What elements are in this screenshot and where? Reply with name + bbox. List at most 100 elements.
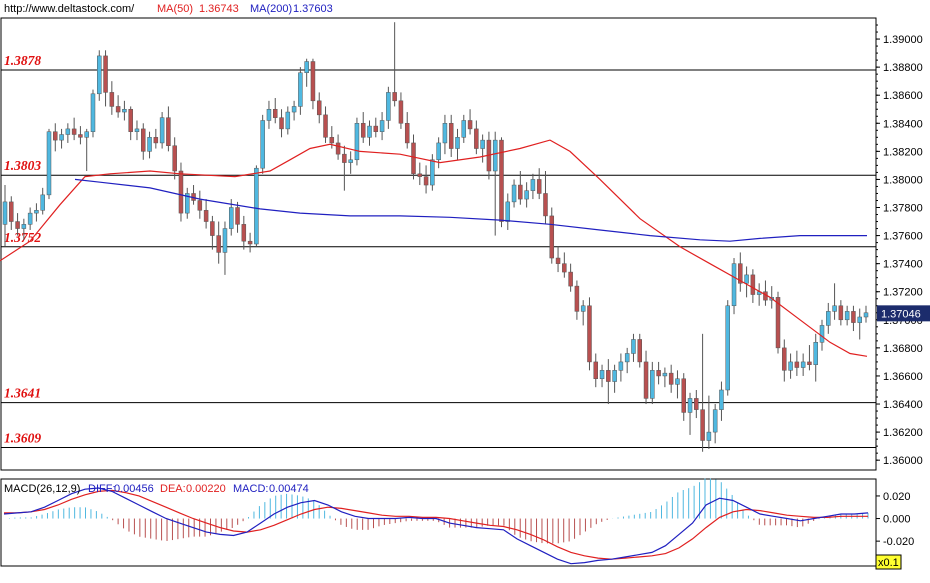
candle-down <box>467 120 473 130</box>
candle-down <box>373 125 379 132</box>
price-tick-label: 1.36400 <box>883 399 923 411</box>
candle-down <box>128 108 133 132</box>
candle-down <box>637 339 643 363</box>
candle-up <box>719 389 724 410</box>
candle-down <box>750 274 756 295</box>
candle-down <box>241 224 247 242</box>
candle-down <box>235 207 240 225</box>
candle-up <box>65 128 71 135</box>
macd-diff-value: 0.00456 <box>114 483 154 495</box>
candle-down <box>694 398 699 410</box>
candle-up <box>712 409 718 433</box>
macd-panel-frame <box>0 478 877 567</box>
candle-down <box>668 372 674 385</box>
candle-down <box>272 108 278 118</box>
candle-down <box>606 370 611 382</box>
candle-down <box>543 193 548 217</box>
price-tick-label: 1.36000 <box>883 455 923 467</box>
candle-up <box>530 179 536 191</box>
candle-up <box>580 305 586 312</box>
candle-down <box>323 114 328 138</box>
candle-up <box>612 370 617 382</box>
candle-down <box>587 305 592 363</box>
macd-diff-label: DIFF: <box>88 483 116 495</box>
level-label: 1.3803 <box>4 158 41 173</box>
candle-down <box>335 142 341 155</box>
price-tick-label: 1.38000 <box>883 174 923 186</box>
candle-down <box>738 263 743 284</box>
source-url: http://www.deltastock.com/ <box>4 3 135 15</box>
candle-up <box>147 137 152 152</box>
candle-down <box>329 137 335 144</box>
macd-panel: 0.020 0.000 -0.020 <box>0 478 914 567</box>
candle-down <box>643 361 649 399</box>
candle-down <box>279 117 284 130</box>
candle-up <box>826 311 831 326</box>
candle-down <box>536 179 542 194</box>
candle-up <box>800 361 806 368</box>
candle-down <box>555 257 561 264</box>
candle-down <box>549 215 555 259</box>
price-tick-label: 1.36800 <box>883 343 923 355</box>
candle-up <box>2 201 8 225</box>
candle-up <box>228 207 234 229</box>
price-tick-label: 1.38600 <box>883 90 923 102</box>
candle-up <box>84 131 89 138</box>
candle-down <box>398 100 404 124</box>
candle-up <box>524 190 529 200</box>
candle-down <box>448 123 454 149</box>
candle-up <box>304 61 309 73</box>
candle-up <box>185 193 190 214</box>
candle-down <box>310 61 316 102</box>
level-label: 1.3641 <box>4 386 41 401</box>
candle-down <box>316 100 322 116</box>
candle-up <box>442 123 448 144</box>
candle-down <box>9 201 14 222</box>
ma200-label: MA(200) <box>250 3 292 15</box>
candle-up <box>461 120 467 138</box>
candle-down <box>474 128 479 149</box>
candle-down <box>197 200 203 211</box>
candle-up <box>90 93 96 132</box>
macd-tick-label: -0.020 <box>883 536 914 548</box>
candle-down <box>411 142 416 175</box>
candle-down <box>78 134 83 138</box>
candle-up <box>222 228 228 253</box>
price-tick-label: 1.36200 <box>883 427 923 439</box>
candle-down <box>593 361 599 380</box>
macd-dea-line <box>4 489 868 560</box>
candle-down <box>782 347 787 371</box>
candle-down <box>178 170 184 214</box>
candle-down <box>681 378 686 413</box>
candle-up <box>260 120 265 169</box>
ma200-value: 1.37603 <box>293 3 333 15</box>
candle-up <box>618 361 624 371</box>
candle-up <box>857 316 862 323</box>
candle-up <box>354 123 360 161</box>
candles <box>2 22 869 452</box>
candle-up <box>650 370 655 399</box>
candle-down <box>153 137 159 144</box>
price-tick-label: 1.39000 <box>883 34 923 46</box>
candle-down <box>15 221 20 229</box>
candle-up <box>254 167 259 245</box>
price-tick-label: 1.37400 <box>883 259 923 271</box>
candle-up <box>675 378 680 385</box>
candle-down <box>115 106 121 113</box>
macd-diff-line <box>3 487 869 565</box>
candle-down <box>71 128 77 135</box>
candle-up <box>159 117 165 144</box>
price-tick-label: 1.37800 <box>883 203 923 215</box>
zoom-badge[interactable] <box>875 554 902 570</box>
candle-up <box>298 72 303 107</box>
candle-down <box>775 297 781 349</box>
candle-up <box>285 111 291 130</box>
level-label: 1.3878 <box>4 53 41 68</box>
candle-down <box>392 92 397 102</box>
candle-up <box>599 370 605 380</box>
candle-up <box>631 339 636 354</box>
candle-up <box>430 159 435 186</box>
price-tick-label: 1.36600 <box>883 371 923 383</box>
candle-down <box>656 370 661 377</box>
zoom-badge-label[interactable]: x0.1 <box>878 557 899 569</box>
